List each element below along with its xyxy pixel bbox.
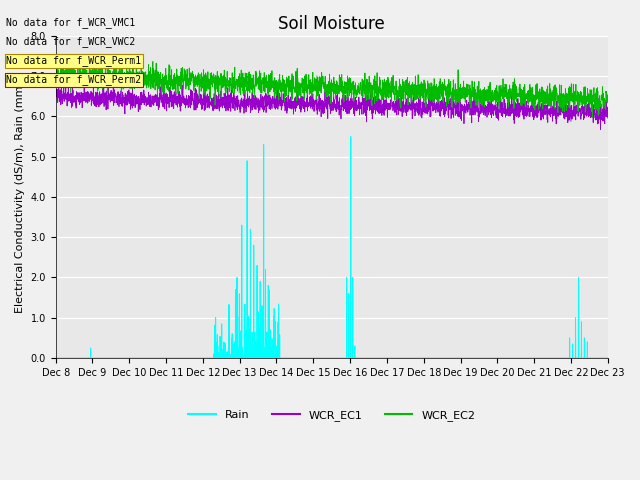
- WCR_EC1: [148, 100, 156, 106]
- Rain: [534, 355, 541, 361]
- Text: No data for f_WCR_VWC2: No data for f_WCR_VWC2: [6, 36, 136, 47]
- Rain: [347, 134, 355, 140]
- WCR_EC1: [90, 78, 97, 84]
- Text: No data for f_WCR_Perm2: No data for f_WCR_Perm2: [6, 74, 141, 85]
- Rain: [115, 355, 122, 361]
- WCR_EC2: [264, 82, 271, 88]
- Line: WCR_EC2: WCR_EC2: [56, 57, 608, 118]
- Text: No data for f_WCR_VMC1: No data for f_WCR_VMC1: [6, 17, 136, 28]
- WCR_EC2: [52, 72, 60, 77]
- Line: Rain: Rain: [56, 137, 608, 358]
- Rain: [148, 355, 156, 361]
- Text: No data for f_WCR_Perm1: No data for f_WCR_Perm1: [6, 55, 141, 66]
- WCR_EC2: [287, 77, 295, 83]
- WCR_EC1: [596, 127, 604, 132]
- Legend: Rain, WCR_EC1, WCR_EC2: Rain, WCR_EC1, WCR_EC2: [184, 406, 479, 425]
- WCR_EC1: [604, 115, 612, 121]
- Rain: [287, 355, 295, 361]
- WCR_EC1: [534, 109, 541, 115]
- WCR_EC2: [534, 90, 541, 96]
- WCR_EC2: [148, 75, 156, 81]
- WCR_EC1: [115, 96, 123, 101]
- WCR_EC1: [593, 117, 601, 123]
- Rain: [593, 355, 601, 361]
- WCR_EC2: [593, 108, 601, 113]
- Line: WCR_EC1: WCR_EC1: [56, 81, 608, 130]
- WCR_EC2: [115, 78, 123, 84]
- Rain: [264, 355, 271, 361]
- WCR_EC2: [589, 115, 596, 120]
- Rain: [604, 355, 612, 361]
- WCR_EC1: [264, 93, 271, 99]
- Rain: [52, 355, 60, 361]
- WCR_EC2: [80, 54, 88, 60]
- Y-axis label: Electrical Conductivity (dS/m), Rain (mm): Electrical Conductivity (dS/m), Rain (mm…: [15, 81, 25, 313]
- Title: Soil Moisture: Soil Moisture: [278, 15, 385, 33]
- WCR_EC2: [604, 100, 612, 106]
- WCR_EC1: [52, 97, 60, 103]
- WCR_EC1: [287, 98, 295, 104]
